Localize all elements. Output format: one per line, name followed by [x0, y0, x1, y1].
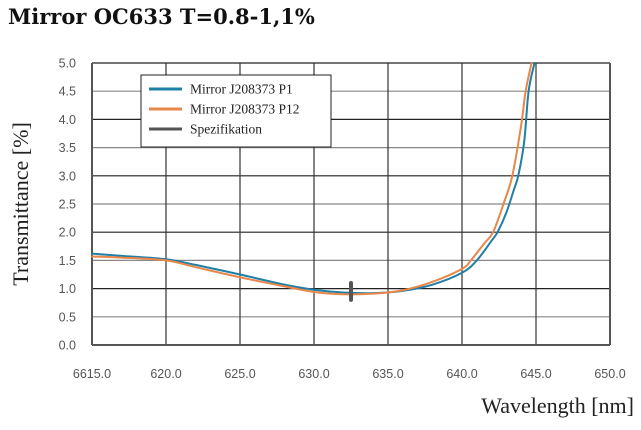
y-tick-label: 4.0 [59, 113, 76, 127]
series-lines [91, 62, 536, 302]
legend-label: Spezifikation [190, 122, 262, 137]
series-line-1 [91, 62, 536, 295]
y-tick-labels: 0.0 0.5 1.0 1.5 2.0 2.5 3.0 3.5 4.0 4.5 5.0 [59, 57, 76, 353]
legend-label: Mirror J208373 P1 [190, 82, 293, 97]
y-tick-label: 3.5 [59, 141, 76, 155]
x-tick-label: 640.0 [446, 367, 477, 381]
x-tick-label: 6615.0 [73, 367, 111, 381]
x-tick-label: 620.0 [150, 367, 181, 381]
grid [91, 62, 611, 346]
legend-label: Mirror J208373 P12 [190, 102, 300, 117]
series-line-2 [91, 62, 533, 296]
y-tick-label: 1.0 [59, 282, 76, 296]
legend-box [140, 74, 332, 148]
y-tick-label: 5.0 [59, 57, 76, 71]
y-tick-label: 3.0 [59, 169, 76, 183]
y-tick-label: 0.5 [59, 310, 76, 324]
y-tick-label: 2.5 [59, 198, 76, 212]
y-tick-label: 1.5 [59, 254, 76, 268]
chart-title: Mirror OC633 T=0.8-1,1% [8, 4, 315, 29]
x-tick-labels: 6615.0 620.0 625.0 630.0 635.0 640.0 645.0 650.… [73, 367, 626, 381]
y-tick-label: 4.5 [59, 85, 76, 99]
x-tick-label: 645.0 [520, 367, 551, 381]
x-tick-label: 650.0 [594, 367, 625, 381]
y-tick-label: 0.0 [59, 339, 76, 353]
x-axis-label: Wavelength [nm] [481, 393, 634, 418]
x-tick-label: 630.0 [298, 367, 329, 381]
x-tick-label: 635.0 [372, 367, 403, 381]
y-tick-label: 2.0 [59, 226, 76, 240]
legend: Mirror J208373 P1 Mirror J208373 P12 Spezi… [140, 74, 332, 148]
x-tick-label: 625.0 [224, 367, 255, 381]
y-axis-label: Transmittance [%] [8, 122, 33, 286]
